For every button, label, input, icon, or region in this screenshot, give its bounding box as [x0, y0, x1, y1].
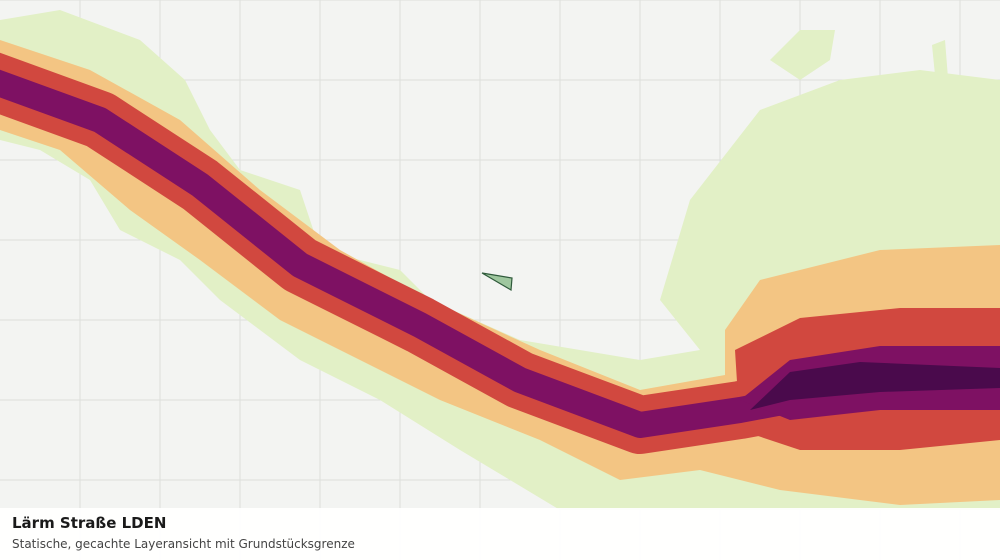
layer-title: Lärm Straße LDEN [12, 514, 167, 532]
caption-panel: Lärm Straße LDEN Statische, gecachte Lay… [0, 508, 1000, 560]
noise-band-extreme [750, 362, 1000, 410]
parcel-boundary [481, 272, 513, 291]
layer-subtitle: Statische, gecachte Layeransicht mit Gru… [12, 537, 355, 551]
